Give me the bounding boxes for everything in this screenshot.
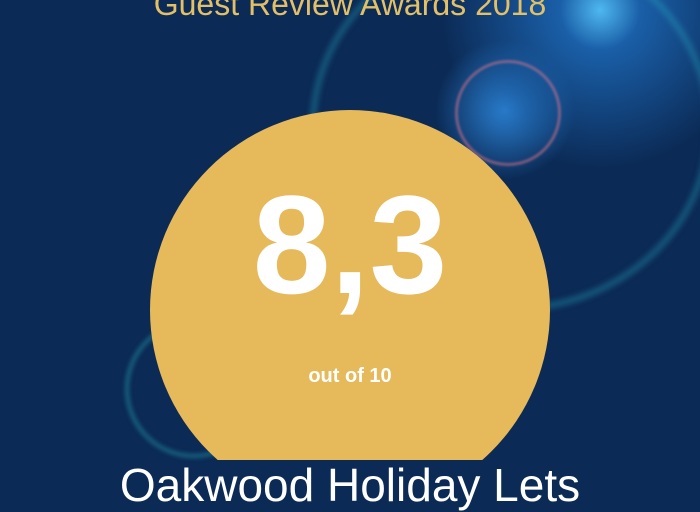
score-badge-content: 8,3 out of 10: [150, 110, 550, 450]
award-title: Guest Review Awards 2018: [153, 0, 547, 22]
review-score: 8,3: [252, 166, 448, 323]
property-name: Oakwood Holiday Lets: [119, 459, 581, 511]
decorative-ring: [455, 60, 561, 166]
score-scale: out of 10: [308, 365, 392, 387]
score-badge: [150, 110, 550, 460]
